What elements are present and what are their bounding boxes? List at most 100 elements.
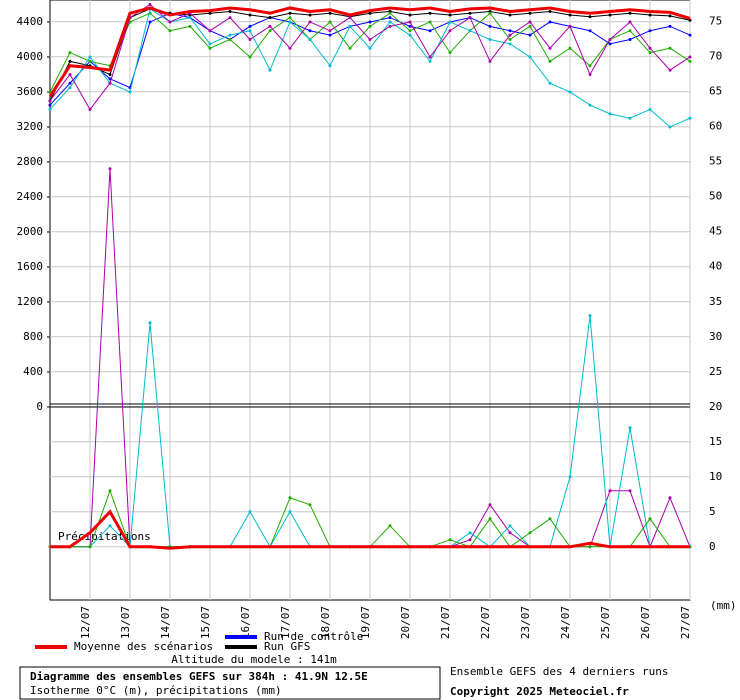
point [548, 9, 552, 13]
point [268, 29, 272, 33]
y2-tick-label: 20 [709, 400, 722, 413]
y2-tick-label: 30 [709, 330, 722, 343]
point [288, 496, 292, 500]
point [108, 72, 112, 76]
point [588, 314, 592, 318]
point [268, 24, 272, 28]
point [428, 29, 432, 33]
y2-tick-label: 5 [709, 505, 716, 518]
point [508, 37, 512, 41]
point [308, 503, 312, 507]
point [208, 29, 212, 33]
x-tick-label: 24/07 [559, 606, 572, 639]
y-tick-label: 3200 [17, 120, 44, 133]
y2-tick-label: 70 [709, 50, 722, 63]
point [508, 524, 512, 528]
point [608, 489, 612, 493]
point [428, 59, 432, 63]
y-tick-label: 400 [23, 365, 43, 378]
point [668, 14, 672, 18]
point [348, 16, 352, 20]
point [668, 24, 672, 28]
point [448, 51, 452, 55]
y-tick-label: 2400 [17, 190, 44, 203]
point [488, 59, 492, 63]
altitude: Altitude du modele : 141m [171, 653, 337, 666]
point [348, 24, 352, 28]
title-box [19, 666, 441, 700]
point [368, 46, 372, 50]
point [648, 517, 652, 521]
point [548, 59, 552, 63]
y2-tick-label: 50 [709, 190, 722, 203]
point [448, 29, 452, 33]
point [88, 55, 92, 59]
legend-label: Run de contrôle [264, 630, 363, 643]
legend-label: Moyenne des scénarios [74, 640, 213, 653]
point [268, 16, 272, 20]
y-tick-label: 800 [23, 330, 43, 343]
x-tick-label: 25/07 [599, 606, 612, 639]
point [628, 489, 632, 493]
point [528, 24, 532, 28]
point [608, 112, 612, 116]
x-tick-label: 19/07 [359, 606, 372, 639]
point [388, 24, 392, 28]
x-tick-label: 27/07 [679, 606, 692, 639]
point [308, 37, 312, 41]
point [288, 510, 292, 514]
point [108, 81, 112, 85]
y2-tick-label: 35 [709, 295, 722, 308]
point [68, 59, 72, 63]
point [188, 16, 192, 20]
point [528, 531, 532, 535]
point [188, 24, 192, 28]
point [628, 29, 632, 33]
y2-tick-label: 0 [709, 540, 716, 553]
point [388, 20, 392, 24]
point [268, 68, 272, 72]
point [88, 107, 92, 111]
point [468, 531, 472, 535]
point [648, 13, 652, 17]
y2-tick-label: 55 [709, 155, 722, 168]
point [588, 64, 592, 68]
point [428, 55, 432, 59]
point [628, 20, 632, 24]
point [688, 116, 692, 120]
point [108, 489, 112, 493]
point [568, 13, 572, 17]
point [328, 29, 332, 33]
point [148, 2, 152, 6]
point [508, 33, 512, 37]
point [468, 16, 472, 20]
point [488, 24, 492, 28]
y2-tick-label: 75 [709, 15, 722, 28]
subtitle: Isotherme 0°C (m), précipitations (mm) [30, 684, 282, 697]
point [408, 24, 412, 28]
point [668, 125, 672, 129]
point [608, 42, 612, 46]
point [328, 64, 332, 68]
point [628, 11, 632, 15]
point [588, 545, 592, 549]
point [288, 16, 292, 20]
point [248, 510, 252, 514]
x-tick-label: 15/07 [199, 606, 212, 639]
point [528, 20, 532, 24]
point [588, 15, 592, 19]
point [648, 29, 652, 33]
point [228, 9, 232, 13]
point [68, 86, 72, 90]
point [148, 20, 152, 24]
point [488, 503, 492, 507]
point [408, 33, 412, 37]
y-tick-label: 1200 [17, 295, 44, 308]
point [288, 46, 292, 50]
point [408, 20, 412, 24]
point [428, 20, 432, 24]
point [248, 55, 252, 59]
point [608, 37, 612, 41]
point [468, 538, 472, 542]
point [288, 11, 292, 15]
